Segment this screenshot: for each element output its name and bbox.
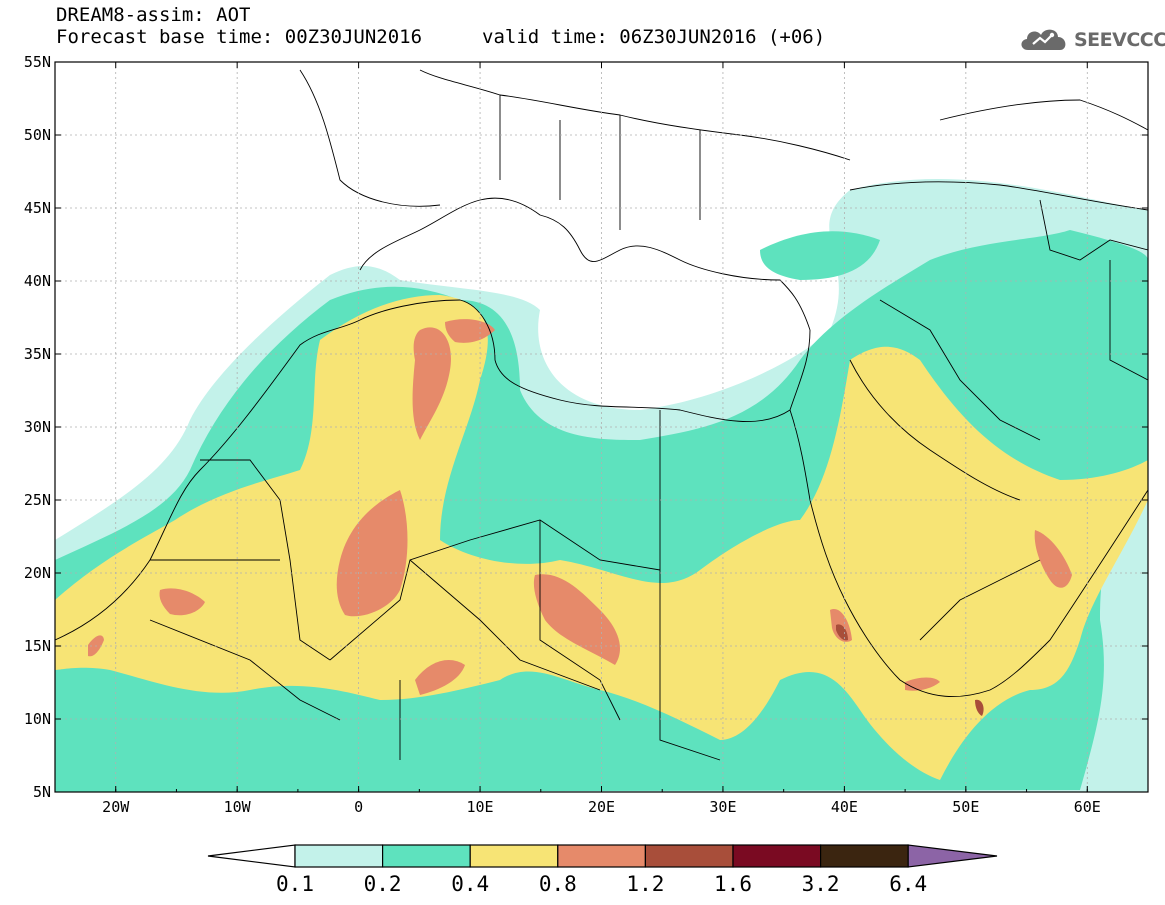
lat-label: 5N <box>33 783 51 801</box>
colorbar-level-label: 1.2 <box>626 872 664 896</box>
colorbar: 0.1 0.2 0.4 0.8 1.2 1.6 3.2 6.4 <box>207 844 998 896</box>
lon-label: 10W <box>224 798 252 816</box>
colorbar-level-label: 6.4 <box>889 872 927 896</box>
lat-label: 45N <box>24 199 51 217</box>
lon-label: 20E <box>588 798 615 816</box>
latitude-labels: 5N 10N 15N 20N 25N 30N 35N 40N 45N 50N 55N <box>24 53 51 801</box>
colorbar-under-triangle <box>207 844 296 868</box>
logo-text: SEEVCCC <box>1074 29 1165 51</box>
lat-label: 15N <box>24 637 51 655</box>
lon-label: 20W <box>102 798 130 816</box>
lat-lon-grid <box>55 62 1148 792</box>
colorbar-swatch <box>644 844 734 868</box>
lat-label: 30N <box>24 418 51 436</box>
lon-label: 0 <box>354 798 363 816</box>
lat-label: 10N <box>24 710 51 728</box>
forecast-time-line: Forecast base time: 00Z30JUN2016 valid ti… <box>56 26 825 48</box>
colorbar-swatch <box>819 844 909 868</box>
colorbar-level-label: 0.2 <box>364 872 402 896</box>
lon-label: 50E <box>952 798 979 816</box>
lat-label: 55N <box>24 53 51 71</box>
aot-level-1.2 <box>836 624 984 716</box>
base-time-label: Forecast base time: 00Z30JUN2016 <box>56 26 423 48</box>
colorbar-level-label: 1.6 <box>714 872 752 896</box>
colorbar-swatch <box>469 844 559 868</box>
colorbar-level-label: 3.2 <box>802 872 840 896</box>
colorbar-swatch <box>732 844 822 868</box>
lon-label: 30E <box>709 798 736 816</box>
lat-label: 25N <box>24 491 51 509</box>
colorbar-swatch <box>382 844 471 868</box>
lat-label: 50N <box>24 126 51 144</box>
colorbar-level-label: 0.1 <box>276 872 314 896</box>
lat-label: 40N <box>24 272 51 290</box>
longitude-labels: 20W 10W 0 10E 20E 30E 40E 50E 60E <box>102 798 1101 816</box>
lat-label: 20N <box>24 564 51 582</box>
lon-label: 40E <box>831 798 858 816</box>
colorbar-swatch <box>294 844 384 868</box>
cloud-icon <box>1021 29 1066 50</box>
colorbar-level-label: 0.4 <box>451 872 489 896</box>
aot-field <box>55 179 1148 792</box>
seevccc-logo: SEEVCCC <box>1018 24 1165 54</box>
axis-ticks <box>54 61 1149 793</box>
colorbar-over-triangle <box>907 844 998 868</box>
map-title: DREAM8-assim: AOT <box>56 4 251 26</box>
colorbar-swatch <box>557 844 646 868</box>
lon-label: 60E <box>1074 798 1101 816</box>
valid-time-label: valid time: 06Z30JUN2016 (+06) <box>482 26 826 48</box>
colorbar-level-label: 0.8 <box>539 872 577 896</box>
lat-label: 35N <box>24 345 51 363</box>
lon-label: 10E <box>467 798 494 816</box>
